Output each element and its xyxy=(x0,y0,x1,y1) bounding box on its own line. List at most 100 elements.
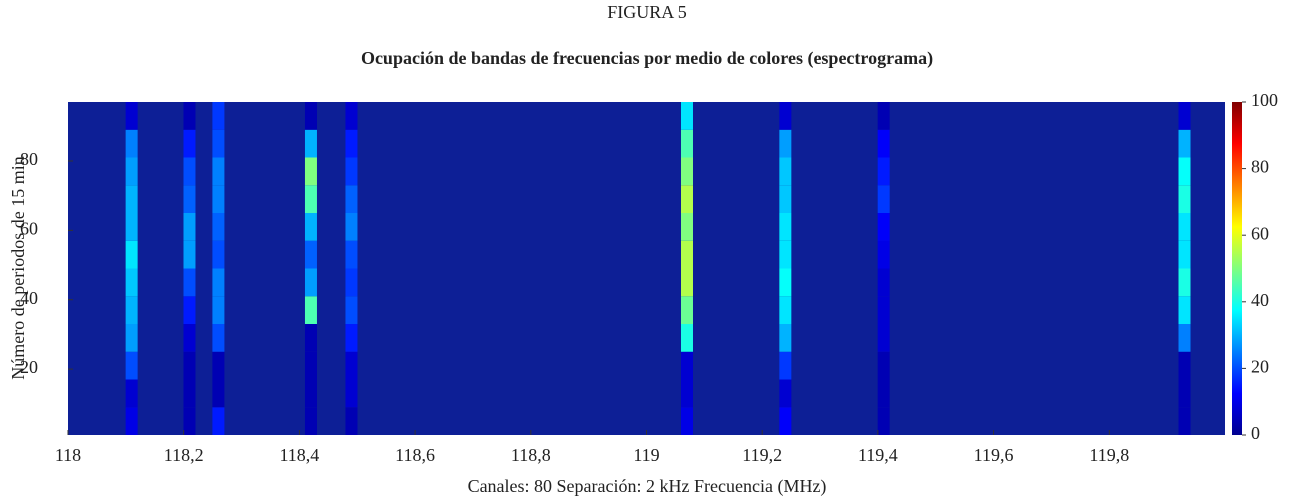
x-tick-label: 119,4 xyxy=(858,445,898,465)
heatmap-cell xyxy=(878,296,890,324)
heatmap-cell xyxy=(779,352,791,380)
heatmap-cell xyxy=(345,130,357,158)
y-tick-label: 80 xyxy=(20,149,38,169)
y-tick-label: 40 xyxy=(20,288,38,308)
heatmap-cell xyxy=(305,102,317,130)
heatmap-cell xyxy=(1179,296,1191,324)
colorbar-tick-label: 0 xyxy=(1251,423,1260,443)
heatmap-cell xyxy=(183,241,195,269)
heatmap-cell xyxy=(212,185,224,213)
heatmap-cell xyxy=(126,296,138,324)
heatmap-cell xyxy=(345,241,357,269)
heatmap-cell xyxy=(305,130,317,158)
heatmap-cell xyxy=(305,158,317,186)
heatmap-cell xyxy=(212,241,224,269)
heatmap-cell xyxy=(878,269,890,297)
heatmap-cell xyxy=(126,102,138,130)
heatmap-cell xyxy=(1179,158,1191,186)
x-axis-label: Canales: 80 Separación: 2 kHz Frecuencia… xyxy=(468,476,827,497)
heatmap-cell xyxy=(1179,352,1191,380)
heatmap-cell xyxy=(681,296,693,324)
heatmap-cell xyxy=(305,380,317,408)
heatmap-cell xyxy=(183,269,195,297)
heatmap-cell xyxy=(212,352,224,380)
heatmap-cell xyxy=(681,407,693,435)
heatmap-cell xyxy=(126,407,138,435)
heatmap-cell xyxy=(305,296,317,324)
heatmap-cell xyxy=(878,380,890,408)
heatmap-cell xyxy=(878,352,890,380)
chart-title: FIGURA 5 xyxy=(607,2,687,22)
heatmap-cell xyxy=(212,158,224,186)
colorbar-tick-label: 100 xyxy=(1251,90,1278,110)
heatmap-cell xyxy=(1179,185,1191,213)
heatmap-cell xyxy=(345,158,357,186)
x-tick-label: 119,6 xyxy=(974,445,1014,465)
x-tick-label: 119,2 xyxy=(742,445,782,465)
heatmap-cell xyxy=(345,407,357,435)
heatmap-cell xyxy=(345,380,357,408)
heatmap-cell xyxy=(681,102,693,130)
x-tick-label: 119 xyxy=(633,445,659,465)
heatmap-cell xyxy=(212,130,224,158)
heatmap-cell xyxy=(126,213,138,241)
heatmap-cell xyxy=(779,185,791,213)
heatmap-cell xyxy=(779,158,791,186)
heatmap-cell xyxy=(878,158,890,186)
y-axis-label: Número de periodos de 15 min xyxy=(8,156,28,379)
heatmap-cell xyxy=(126,185,138,213)
heatmap-cell xyxy=(305,269,317,297)
heatmap-cell xyxy=(345,185,357,213)
x-tick-label: 118,8 xyxy=(511,445,551,465)
x-tick-label: 119,8 xyxy=(1089,445,1129,465)
heatmap-cell xyxy=(681,241,693,269)
heatmap-cell xyxy=(212,269,224,297)
heatmap-cell xyxy=(779,213,791,241)
heatmap-cell xyxy=(183,380,195,408)
heatmap-cell xyxy=(878,241,890,269)
heatmap-cell xyxy=(183,213,195,241)
colorbar-tick-label: 40 xyxy=(1251,290,1269,310)
colorbar-tick-label: 20 xyxy=(1251,357,1269,377)
heatmap-cell xyxy=(305,213,317,241)
heatmap-cell xyxy=(305,324,317,352)
heatmap-cell xyxy=(305,407,317,435)
heatmap-cell xyxy=(878,324,890,352)
heatmap-cell xyxy=(305,185,317,213)
heatmap-cell xyxy=(681,380,693,408)
chart: FIGURA 5 Ocupación de bandas de frecuenc… xyxy=(0,0,1295,503)
heatmap-cell xyxy=(126,324,138,352)
heatmap-cell xyxy=(183,130,195,158)
heatmap-cell xyxy=(345,296,357,324)
heatmap-cell xyxy=(212,213,224,241)
x-tick-label: 118,4 xyxy=(279,445,319,465)
heatmap-cell xyxy=(345,352,357,380)
heatmap-cell xyxy=(126,241,138,269)
heatmap-cell xyxy=(681,269,693,297)
heatmap-cell xyxy=(878,213,890,241)
heatmap-cell xyxy=(345,213,357,241)
heatmap-cell xyxy=(1179,241,1191,269)
heatmap-cell xyxy=(878,185,890,213)
heatmap-cell xyxy=(1179,130,1191,158)
heatmap-cell xyxy=(779,380,791,408)
heatmap-cell xyxy=(1179,269,1191,297)
heatmap-cell xyxy=(183,185,195,213)
heatmap-cell xyxy=(878,130,890,158)
heatmap-cell xyxy=(345,324,357,352)
colorbar-tick-label: 80 xyxy=(1251,157,1269,177)
x-tick-label: 118 xyxy=(55,445,81,465)
heatmap-cell xyxy=(1179,213,1191,241)
heatmap-cell xyxy=(1179,407,1191,435)
plot-background xyxy=(68,102,1225,435)
heatmap-cell xyxy=(779,407,791,435)
heatmap-cell xyxy=(345,102,357,130)
heatmap-cell xyxy=(183,158,195,186)
chart-subtitle: Ocupación de bandas de frecuencias por m… xyxy=(361,48,933,69)
heatmap-cell xyxy=(681,352,693,380)
colorbar xyxy=(1232,102,1242,435)
heatmap-cell xyxy=(878,102,890,130)
heatmap-cell xyxy=(212,296,224,324)
heatmap-cell xyxy=(681,324,693,352)
heatmap-cell xyxy=(779,324,791,352)
